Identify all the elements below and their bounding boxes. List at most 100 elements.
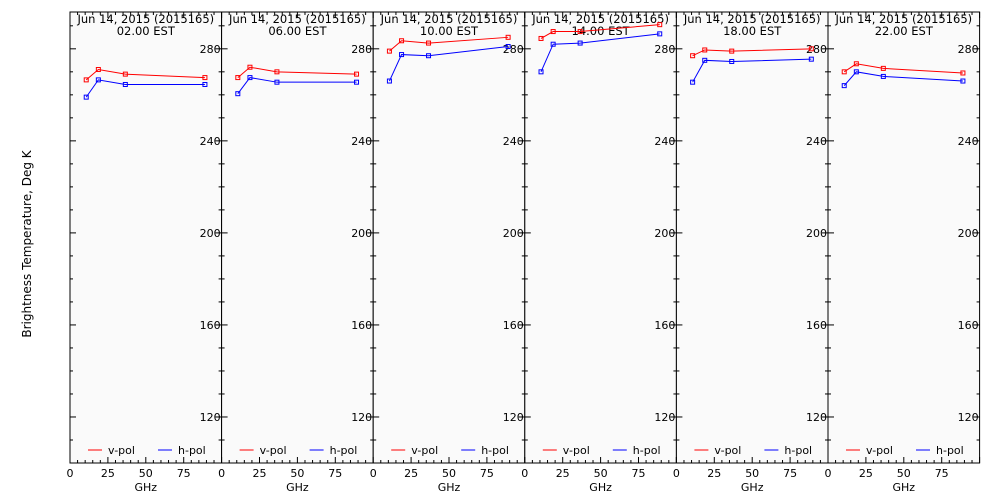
series-line-v-pol (237, 66, 357, 78)
y-tick-label: 280 (351, 43, 372, 56)
y-tick-label: 200 (958, 227, 979, 240)
legend-label-h-pol: h-pol (330, 444, 358, 457)
y-tick-label: 240 (654, 135, 675, 148)
x-tick-label: 25 (101, 467, 115, 480)
data-point-v-pol (960, 70, 966, 76)
y-tick-label: 280 (654, 43, 675, 56)
x-tick-label: 75 (935, 467, 949, 480)
x-tick-label: 0 (825, 467, 832, 480)
y-tick-label: 120 (806, 411, 827, 424)
data-point-v-pol (95, 67, 101, 73)
data-point-v-pol (808, 46, 814, 52)
x-tick-label: 50 (745, 467, 759, 480)
plot-area (524, 11, 677, 464)
y-tick-label: 200 (806, 227, 827, 240)
panel-subtitle: 14.00 EST (572, 24, 631, 38)
data-point-v-pol (657, 22, 663, 28)
data-point-v-pol (841, 69, 847, 75)
series-line-h-pol (540, 33, 660, 73)
plot-area (675, 11, 829, 464)
plot-area (221, 11, 374, 464)
y-tick-label: 160 (351, 319, 372, 332)
legend-label-v-pol: v-pol (866, 444, 893, 457)
legend-label-v-pol: v-pol (714, 444, 741, 457)
data-point-v-pol (83, 77, 89, 83)
data-point-v-pol (386, 48, 392, 54)
x-tick-label: 0 (673, 467, 680, 480)
plot-area (69, 11, 223, 464)
panel-subtitle: 06.00 EST (268, 24, 327, 38)
data-point-h-pol (122, 81, 128, 87)
data-point-h-pol (95, 77, 101, 83)
data-point-v-pol (853, 61, 859, 67)
data-point-h-pol (960, 78, 966, 84)
data-point-h-pol (83, 94, 89, 100)
data-point-h-pol (274, 79, 280, 85)
data-point-h-pol (550, 41, 556, 47)
legend-label-v-pol: v-pol (563, 444, 590, 457)
panel-title: Jun 14, 2015 (2015165) (683, 12, 821, 26)
data-point-v-pol (550, 29, 556, 35)
y-tick-label: 120 (958, 411, 979, 424)
x-tick-label: 25 (404, 467, 418, 480)
panel-title: Jun 14, 2015 (2015165) (76, 12, 214, 26)
data-point-v-pol (690, 53, 696, 59)
legend-label-v-pol: v-pol (108, 444, 135, 457)
data-point-h-pol (577, 40, 583, 46)
x-tick-label: 50 (442, 467, 456, 480)
y-tick-label: 200 (200, 227, 221, 240)
x-tick-label: 25 (253, 467, 267, 480)
y-axis-label: Brightness Temperature, Deg K (20, 149, 34, 337)
data-point-h-pol (399, 52, 405, 58)
series-line-h-pol (692, 58, 812, 83)
plot-area (827, 11, 981, 464)
x-tick-label: 25 (859, 467, 873, 480)
legend-label-v-pol: v-pol (411, 444, 438, 457)
data-point-h-pol (354, 79, 360, 85)
legend-label-h-pol: h-pol (936, 444, 964, 457)
panel-title: Jun 14, 2015 (2015165) (380, 12, 518, 26)
x-tick-label: 75 (632, 467, 646, 480)
series-line-v-pol (540, 24, 660, 39)
panel-2: 0 25 50 75 GHz 120 160 200 240 280 Jun 14, 2015 (2… (218, 11, 374, 494)
data-point-v-pol (247, 64, 253, 70)
y-tick-label: 200 (351, 227, 372, 240)
legend-label-h-pol: h-pol (178, 444, 206, 457)
panel-title: Jun 14, 2015 (2015165) (228, 12, 366, 26)
y-tick-label: 120 (503, 411, 524, 424)
panel-4: 0 25 50 75 GHz 120 160 200 240 280 Jun 14, 2015 (2… (521, 11, 677, 494)
y-tick-label: 240 (503, 135, 524, 148)
data-point-h-pol (853, 69, 859, 75)
y-tick-label: 240 (351, 135, 372, 148)
data-point-h-pol (702, 57, 708, 63)
data-point-v-pol (354, 71, 360, 77)
panel-subtitle: 02.00 EST (117, 24, 176, 38)
data-point-v-pol (122, 71, 128, 77)
series-line-v-pol (692, 48, 812, 57)
y-tick-label: 240 (806, 135, 827, 148)
x-tick-label: 75 (177, 467, 191, 480)
data-point-h-pol (690, 79, 696, 85)
data-point-h-pol (841, 83, 847, 89)
y-tick-label: 120 (351, 411, 372, 424)
y-tick-label: 160 (958, 319, 979, 332)
data-point-v-pol (702, 47, 708, 53)
y-tick-label: 200 (654, 227, 675, 240)
data-point-v-pol (577, 29, 583, 35)
y-tick-label: 160 (806, 319, 827, 332)
panel-6: 0 25 50 75 GHz 120 160 200 240 280 Jun 14, 2015 (2… (825, 11, 981, 494)
panel-title: Jun 14, 2015 (2015165) (531, 12, 669, 26)
x-tick-label: 25 (707, 467, 721, 480)
y-tick-label: 280 (958, 43, 979, 56)
data-point-h-pol (808, 56, 814, 62)
x-axis-label: GHz (589, 481, 612, 494)
x-tick-label: 50 (897, 467, 911, 480)
x-tick-label: 0 (67, 467, 74, 480)
data-point-h-pol (880, 73, 886, 79)
x-axis-label: GHz (893, 481, 916, 494)
panel-1: 0 25 50 75 GHz 120 160 200 240 280 Jun 14, 2015 (2… (67, 11, 223, 494)
y-tick-label: 280 (200, 43, 221, 56)
x-axis-label: GHz (741, 481, 764, 494)
series-line-h-pol (85, 79, 205, 98)
